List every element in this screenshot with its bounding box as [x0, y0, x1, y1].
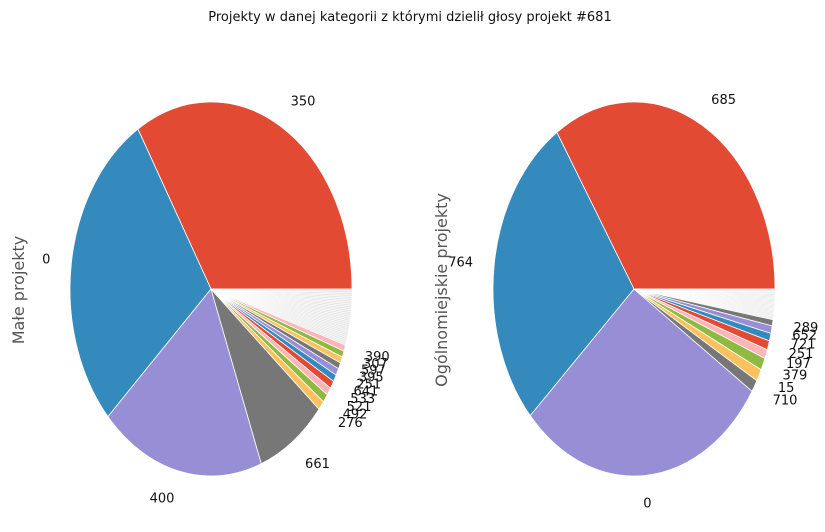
pie-label-390: 390 [365, 350, 390, 365]
pie-label-710: 710 [773, 394, 798, 409]
pie-slice-764 [492, 131, 635, 417]
pie-label-197: 197 [786, 357, 811, 372]
pie-label-764: 764 [448, 255, 473, 270]
pie-slice-0 [529, 288, 753, 477]
pie-label-685: 685 [711, 93, 736, 108]
pie-slice-minor [633, 288, 776, 291]
pie-slice-minor [210, 288, 353, 292]
pie-label-641: 641 [354, 385, 379, 400]
pie-label-0: 0 [42, 253, 50, 268]
pie-slice-400 [107, 288, 262, 477]
ylabel-male-projekty: Małe projekty [9, 236, 28, 345]
pie-label-492: 492 [343, 408, 368, 423]
pie-label-251: 251 [789, 347, 814, 362]
pie-label-350: 350 [291, 95, 316, 110]
pie-label-521: 521 [347, 400, 372, 415]
pie-label-400: 400 [150, 492, 175, 507]
pie-label-307: 307 [363, 357, 388, 372]
pie-slices [69, 101, 353, 477]
pie-label-379: 379 [782, 368, 807, 383]
pie-slice-661 [210, 288, 320, 465]
pie-label-652: 652 [792, 329, 817, 344]
pie-label-597: 597 [361, 364, 386, 379]
figure-title: Projekty w danej kategorii z którymi dzi… [208, 10, 611, 25]
pie-label-289: 289 [793, 321, 818, 336]
pie-slice-0 [69, 128, 212, 418]
pie-chart-ogolnomiejskie-projekty: Ogólnomiejskie projekty 685 764 0 710153791… [432, 93, 818, 511]
pie-label-15: 15 [778, 381, 795, 396]
pie-label-721: 721 [791, 337, 816, 352]
pie-label-0: 0 [643, 496, 651, 511]
pie-label-395: 395 [359, 370, 384, 385]
pie-slice-350 [137, 101, 353, 290]
pie-label-251: 251 [356, 377, 381, 392]
pie-slices [492, 101, 776, 477]
pie-label-533: 533 [350, 392, 375, 407]
pie-label-276: 276 [338, 416, 363, 431]
ylabel-ogolnomiejskie-projekty: Ogólnomiejskie projekty [432, 193, 451, 387]
pie-label-661: 661 [305, 457, 330, 472]
pie-chart-male-projekty: Małe projekty 350 0 400 661 2764925215336412… [9, 95, 390, 507]
